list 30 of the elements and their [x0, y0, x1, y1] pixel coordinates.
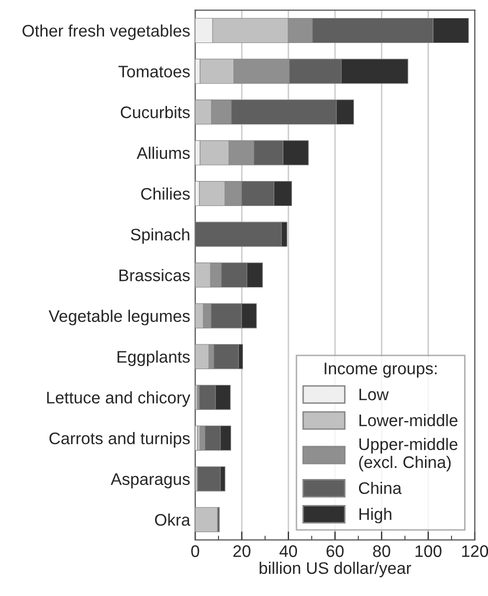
y-tick-label: Lettuce and chicory	[47, 391, 190, 407]
y-tick-label: Spinach	[130, 228, 190, 244]
x-axis-title: billion US dollar/year	[260, 562, 412, 578]
legend-label: China	[358, 482, 402, 494]
bar	[197, 426, 200, 451]
legend-label: Lower-middle	[359, 414, 458, 426]
x-tick-label: 120	[462, 545, 488, 558]
y-tick-label: Alliums	[136, 146, 190, 159]
legend-label: Upper-middle (excl. China)	[359, 438, 458, 472]
x-tick-label: 20	[233, 545, 250, 558]
x-tick-label: 0	[191, 545, 200, 558]
y-tick-label: Chilies	[141, 188, 190, 200]
legend-label: Low	[359, 388, 389, 400]
x-tick-label: 80	[373, 545, 390, 558]
y-tick-label: Brassicas	[119, 269, 190, 282]
y-tick-label: Tomatoes	[118, 66, 190, 78]
y-tick-label: Vegetable legumes	[48, 310, 190, 326]
legend-label: High	[359, 508, 392, 524]
y-tick-label: Carrots and turnips	[49, 432, 190, 448]
y-tick-label: Other fresh vegetables	[22, 24, 190, 40]
x-tick-label: 60	[326, 545, 344, 558]
y-tick-label: Asparagus	[110, 473, 190, 488]
y-tick-label: Cucurbits	[120, 106, 190, 118]
x-tick-label: 40	[280, 545, 298, 558]
bar	[195, 344, 210, 370]
x-tick-label: 100	[416, 545, 442, 558]
y-tick-label: Eggplants	[118, 350, 190, 366]
y-tick-label: Okra	[155, 514, 190, 526]
legend-title: Income groups:	[324, 362, 437, 378]
bar	[195, 507, 218, 532]
